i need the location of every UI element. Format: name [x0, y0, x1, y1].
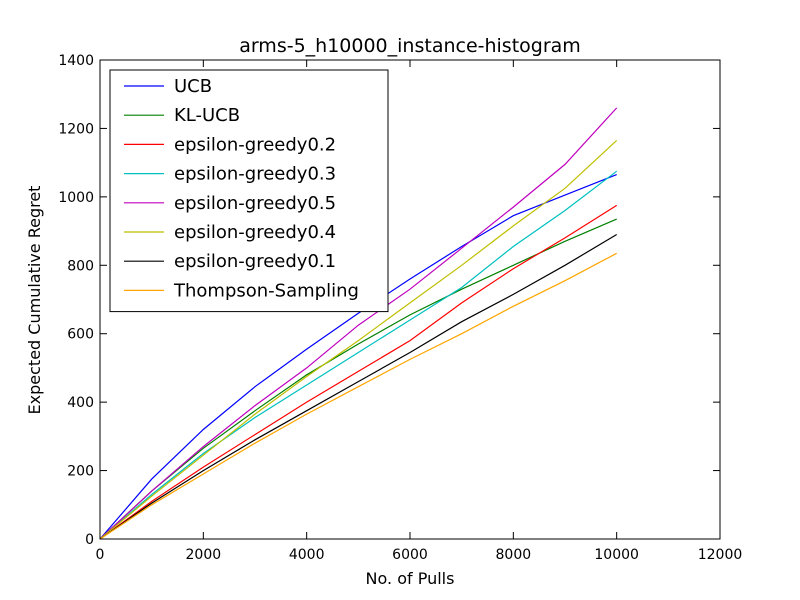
legend-label-6: epsilon-greedy0.1 [174, 251, 336, 272]
chart-title: arms-5_h10000_instance-histogram [239, 35, 581, 57]
legend-label-3: epsilon-greedy0.3 [174, 164, 336, 185]
x-tick-label-5: 10000 [594, 547, 639, 563]
y-tick-label-1: 200 [67, 464, 94, 480]
x-tick-label-0: 0 [96, 547, 105, 563]
x-tick-label-4: 8000 [496, 547, 532, 563]
y-axis-label: Expected Cumulative Regret [25, 186, 44, 415]
series-line-5 [99, 139, 618, 540]
legend-label-1: KL-UCB [174, 105, 240, 126]
x-axis-label: No. of Pulls [366, 569, 455, 588]
legend-label-0: UCB [174, 76, 212, 97]
series-line-4 [99, 107, 618, 540]
x-tick-label-3: 6000 [392, 547, 428, 563]
series-line-6 [99, 233, 618, 540]
x-tick-label-1: 2000 [186, 547, 222, 563]
series-line-1 [99, 218, 617, 540]
series-line-7 [99, 252, 617, 540]
y-tick-label-0: 0 [85, 532, 94, 548]
legend-label-4: epsilon-greedy0.5 [174, 193, 336, 214]
y-tick-label-3: 600 [67, 327, 94, 343]
y-tick-label-7: 1400 [58, 53, 94, 69]
y-tick-label-2: 400 [67, 395, 94, 411]
y-tick-label-5: 1000 [58, 190, 94, 206]
legend-box [109, 69, 389, 313]
y-tick-label-4: 800 [67, 258, 94, 274]
legend-label-2: epsilon-greedy0.2 [174, 134, 336, 155]
legend: UCB KL-UCB epsilon-greedy0.2 epsilon-greedy… [109, 69, 389, 313]
series-layer [99, 107, 618, 540]
series-line-3 [99, 170, 618, 540]
series-line-2 [99, 204, 618, 540]
x-tick-label-6: 12000 [698, 547, 743, 563]
series-line-0 [99, 174, 617, 540]
legend-label-7: Thompson-Sampling [173, 280, 359, 301]
x-tick-label-2: 4000 [289, 547, 325, 563]
y-tick-label-6: 1200 [58, 121, 94, 137]
axis-ticks: 0 2000 4000 6000 8000 10000 12000 0 200 400 600 800… [58, 53, 742, 563]
legend-label-5: epsilon-greedy0.4 [174, 222, 336, 243]
